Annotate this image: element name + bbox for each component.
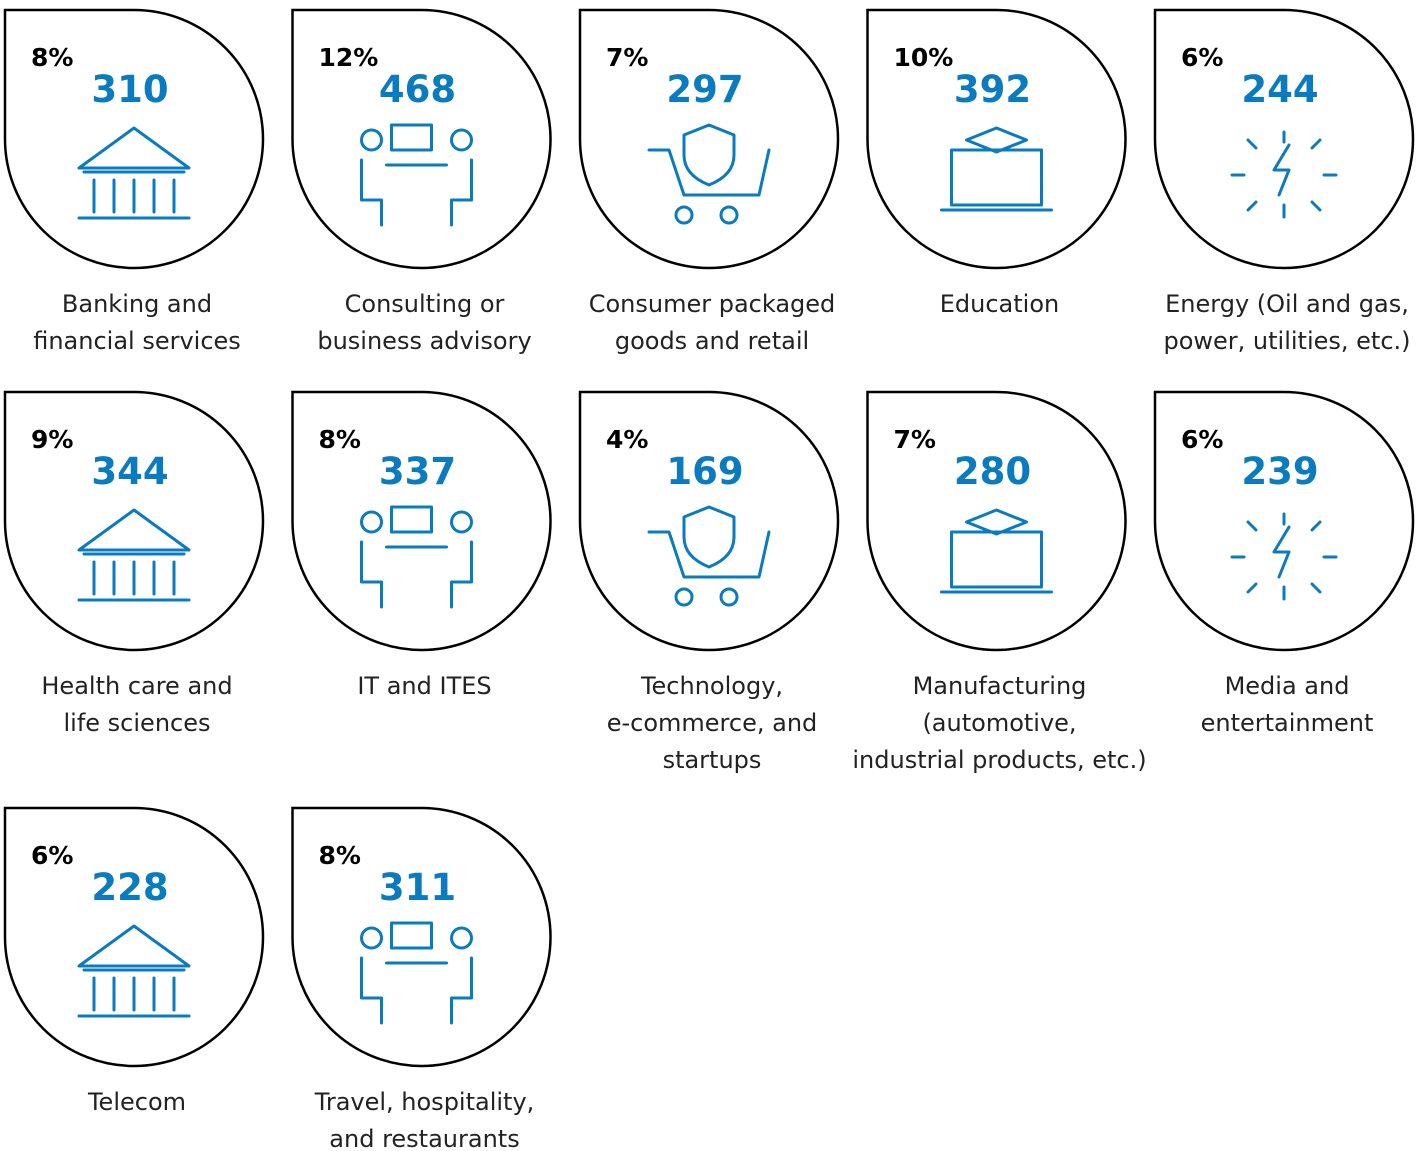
card-shape (291, 390, 552, 652)
industry-label: Education (940, 290, 1059, 318)
industry-label: goods and retail (615, 327, 809, 355)
industry-label: Telecom (87, 1088, 186, 1116)
card-shape (3, 806, 265, 1068)
industry-icon (1230, 130, 1338, 219)
industry-card: 6% 228 Telecom (3, 806, 265, 1116)
industry-icon (647, 505, 771, 607)
count: 310 (91, 68, 168, 111)
count: 297 (666, 68, 743, 111)
industry-card: 6% 239 Media and entertainment (1153, 390, 1415, 737)
industry-icon (360, 921, 473, 1025)
industry-card: 8% 311 Travel, hospitality, and restaurants (291, 806, 552, 1151)
industry-card: 8% 310 Banking and financial services (3, 8, 265, 355)
industry-label: IT and ITES (357, 672, 491, 700)
industry-label: entertainment (1201, 709, 1374, 737)
industry-label: Media and (1225, 672, 1350, 700)
card-shape (866, 390, 1127, 652)
percent: 4% (606, 425, 648, 454)
card-shape (3, 8, 265, 270)
industry-label: life sciences (64, 709, 211, 737)
count: 344 (91, 450, 168, 493)
industry-icon (940, 508, 1053, 594)
industry-card: 9% 344 Health care and life sciences (3, 390, 265, 737)
industry-icon (647, 123, 771, 225)
industry-label: Travel, hospitality, (314, 1088, 535, 1116)
count: 280 (954, 450, 1031, 493)
industry-card: 7% 280 Manufacturing (automotive, industrial… (852, 390, 1147, 774)
industry-icon (940, 126, 1053, 212)
count: 169 (666, 450, 743, 493)
count: 468 (379, 68, 456, 111)
industry-label: e-commerce, and (607, 709, 818, 737)
percent: 6% (1181, 425, 1223, 454)
percent: 7% (606, 43, 648, 72)
count: 244 (1241, 68, 1318, 111)
industry-label: power, utilities, etc.) (1163, 327, 1410, 355)
count: 392 (954, 68, 1031, 111)
percent: 6% (31, 841, 73, 870)
percent: 6% (1181, 43, 1223, 72)
industry-card: 6% 244 Energy (Oil and gas, power, utilitie… (1153, 8, 1415, 355)
industry-label: industrial products, etc.) (852, 746, 1146, 774)
industry-card: 10%392 Education (866, 8, 1127, 318)
industry-card: 12%468 Consulting or business advisory (291, 8, 552, 355)
industry-label: Banking and (62, 290, 212, 318)
industry-icon (360, 123, 473, 227)
industry-icon (360, 505, 473, 609)
industry-icon (77, 924, 191, 1018)
industry-icon (1230, 512, 1338, 601)
industry-label: business advisory (317, 327, 531, 355)
percent: 12% (319, 43, 379, 72)
count: 311 (379, 866, 456, 909)
industry-label: financial services (33, 327, 241, 355)
percent: 9% (31, 425, 73, 454)
industry-icon (77, 508, 191, 602)
industry-card: 8% 337 IT and ITES (291, 390, 552, 700)
percent: 8% (319, 841, 361, 870)
percent: 8% (319, 425, 361, 454)
card-shape (291, 8, 552, 270)
industry-label: Manufacturing (913, 672, 1087, 700)
industry-card: 7% 297 Consumer packaged goods and retail (578, 8, 840, 355)
industry-label: Energy (Oil and gas, (1165, 290, 1409, 318)
industry-label: Consumer packaged (589, 290, 836, 318)
card-shape (578, 8, 840, 270)
industry-icon (77, 126, 191, 220)
industry-label: startups (663, 746, 762, 774)
card-shape (291, 806, 552, 1068)
percent: 10% (894, 43, 954, 72)
count: 239 (1241, 450, 1318, 493)
industry-label: (automotive, (922, 709, 1076, 737)
industry-card: 4% 169 Technology, e-commerce, and startups (578, 390, 840, 774)
card-shape (3, 390, 265, 652)
industry-label: Consulting or (345, 290, 505, 318)
count: 337 (379, 450, 456, 493)
count: 228 (91, 866, 168, 909)
card-shape (578, 390, 840, 652)
industry-label: and restaurants (329, 1125, 519, 1151)
industry-label: Technology, (640, 672, 783, 700)
percent: 8% (31, 43, 73, 72)
card-shape (866, 8, 1127, 270)
percent: 7% (894, 425, 936, 454)
industry-label: Health care and (41, 672, 232, 700)
